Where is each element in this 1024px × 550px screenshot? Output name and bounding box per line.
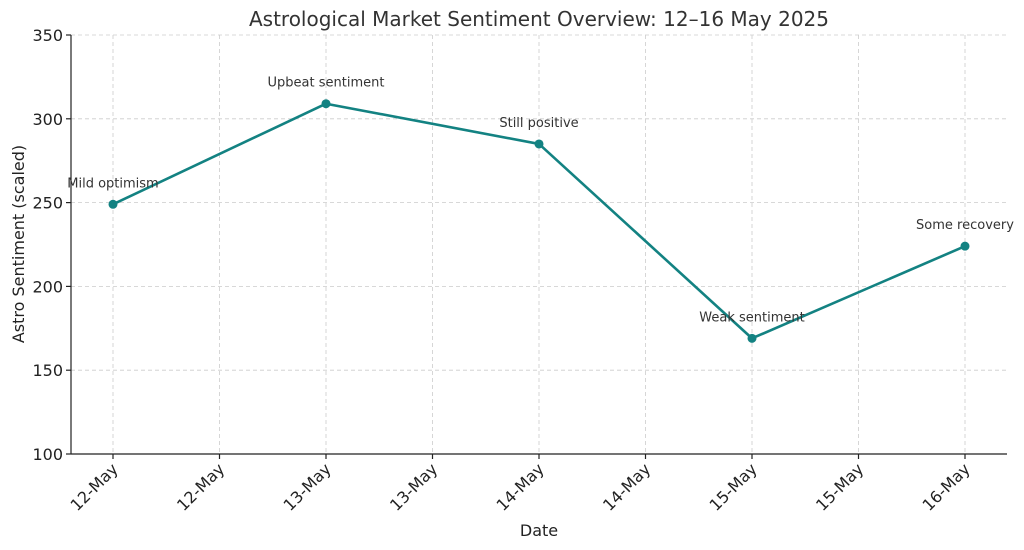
x-tick-label: 12-May	[67, 459, 122, 514]
y-tick-label: 150	[32, 361, 63, 380]
data-annotation: Mild optimism	[67, 176, 158, 191]
x-tick-label: 15-May	[812, 459, 867, 514]
x-tick-label: 12-May	[173, 459, 228, 514]
y-axis-ticks: 100 150 200 250 300 350	[32, 26, 71, 464]
series-group	[108, 99, 970, 343]
annotations-group: Mild optimism Upbeat sentiment Still posit…	[67, 76, 1014, 326]
data-point	[747, 333, 757, 343]
x-axis-label: Date	[520, 521, 558, 540]
x-tick-label: 14-May	[599, 459, 654, 514]
y-tick-label: 300	[32, 110, 63, 129]
y-tick-label: 200	[32, 277, 63, 296]
chart-title: Astrological Market Sentiment Overview: …	[249, 7, 829, 31]
axes	[70, 35, 1007, 455]
y-axis-label: Astro Sentiment (scaled)	[9, 145, 28, 343]
data-annotation: Weak sentiment	[699, 310, 804, 325]
x-tick-label: 15-May	[706, 459, 761, 514]
data-annotation: Still positive	[499, 116, 578, 131]
x-tick-label: 13-May	[386, 459, 441, 514]
y-tick-label: 100	[32, 445, 63, 464]
y-tick-label: 350	[32, 26, 63, 45]
x-axis-ticks: 12-May 12-May 13-May 13-May 14-May 14-May 15-M…	[67, 454, 974, 515]
data-point	[960, 241, 970, 251]
x-tick-label: 14-May	[493, 459, 548, 514]
data-point	[534, 139, 544, 149]
x-tick-label: 13-May	[280, 459, 335, 514]
data-annotation: Some recovery	[916, 218, 1014, 233]
data-point	[321, 99, 331, 109]
data-point	[108, 199, 118, 209]
y-tick-label: 250	[32, 194, 63, 213]
grid	[71, 34, 1007, 455]
x-tick-label: 16-May	[919, 459, 974, 514]
data-annotation: Upbeat sentiment	[268, 76, 385, 91]
